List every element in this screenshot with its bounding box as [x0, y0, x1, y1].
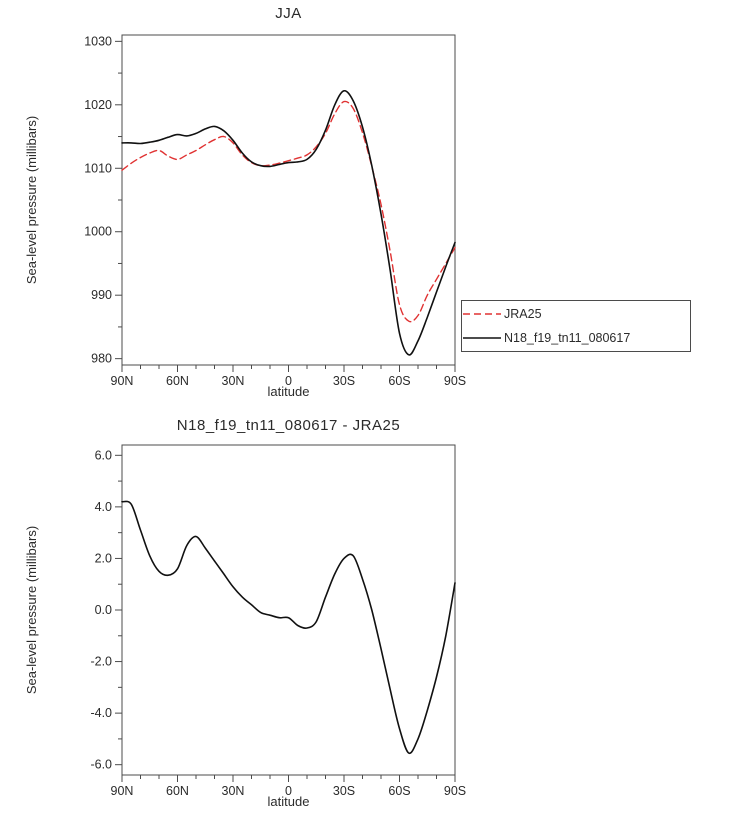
x-tick-label: 30S: [333, 784, 355, 798]
legend-line-sample-model: [463, 337, 501, 339]
y-tick-label: -6.0: [90, 758, 112, 772]
plot-frame-bottom: [121, 444, 456, 776]
x-tick-label: 0: [285, 374, 292, 388]
y-tick-label: 1000: [84, 225, 112, 239]
chart-top: 90N 60N 30N 0 30S 60S 90S 980 990 1000 1010 1020 103…: [84, 34, 466, 388]
x-tick-label: 30N: [222, 374, 245, 388]
y-tick-label: 980: [91, 352, 112, 366]
y-axis-top: 980 990 1000 1010 1020 1030: [84, 34, 122, 366]
y-tick-label: -4.0: [90, 706, 112, 720]
plot-frame-top: [121, 34, 456, 366]
legend-item-model: N18_f19_tn11_080617: [462, 327, 690, 349]
series-line-top-0: [121, 100, 456, 323]
legend: JRA25 N18_f19_tn11_080617: [461, 300, 691, 352]
series-line-bottom-0: [121, 500, 456, 755]
x-tick-label: 60S: [388, 784, 410, 798]
y-tick-label: -2.0: [90, 655, 112, 669]
legend-line-sample-jra25: [463, 313, 501, 315]
x-tick-label: 30S: [333, 374, 355, 388]
y-tick-label: 1020: [84, 98, 112, 112]
top-x-axis-label: latitude: [267, 384, 310, 399]
x-tick-label: 60N: [166, 784, 189, 798]
bottom-chart-title: N18_f19_tn11_080617 - JRA25: [176, 417, 401, 434]
y-tick-label: 0.0: [95, 603, 112, 617]
chart-bottom: 90N 60N 30N 0 30S 60S 90S -6.0 -4.0 -2.0 0.0 2.0 4.0…: [90, 444, 466, 798]
x-tick-label: 30N: [222, 784, 245, 798]
legend-item-jra25: JRA25: [462, 303, 690, 325]
x-axis-bottom: 90N 60N 30N 0 30S 60S 90S: [111, 775, 466, 798]
y-tick-label: 1010: [84, 161, 112, 175]
x-tick-label: 90S: [444, 784, 466, 798]
bottom-y-axis-label: Sea-level pressure (millibars): [24, 525, 39, 695]
top-chart-title: JJA: [275, 5, 302, 22]
y-tick-label: 1030: [84, 34, 112, 48]
top-y-axis-label: Sea-level pressure (millibars): [24, 115, 39, 285]
x-tick-label: 0: [285, 784, 292, 798]
x-axis-top: 90N 60N 30N 0 30S 60S 90S: [111, 365, 466, 388]
bottom-x-axis-label: latitude: [267, 794, 310, 809]
x-tick-label: 90S: [444, 374, 466, 388]
legend-label-model: N18_f19_tn11_080617: [504, 331, 631, 345]
y-tick-label: 6.0: [95, 448, 112, 462]
legend-label-jra25: JRA25: [504, 307, 542, 321]
y-tick-label: 4.0: [95, 500, 112, 514]
series-line-top-1: [121, 89, 456, 356]
y-axis-bottom: -6.0 -4.0 -2.0 0.0 2.0 4.0 6.0: [90, 448, 122, 772]
x-tick-label: 60N: [166, 374, 189, 388]
x-tick-label: 90N: [111, 374, 134, 388]
x-tick-label: 90N: [111, 784, 134, 798]
y-tick-label: 990: [91, 288, 112, 302]
x-tick-label: 60S: [388, 374, 410, 388]
y-tick-label: 2.0: [95, 551, 112, 565]
